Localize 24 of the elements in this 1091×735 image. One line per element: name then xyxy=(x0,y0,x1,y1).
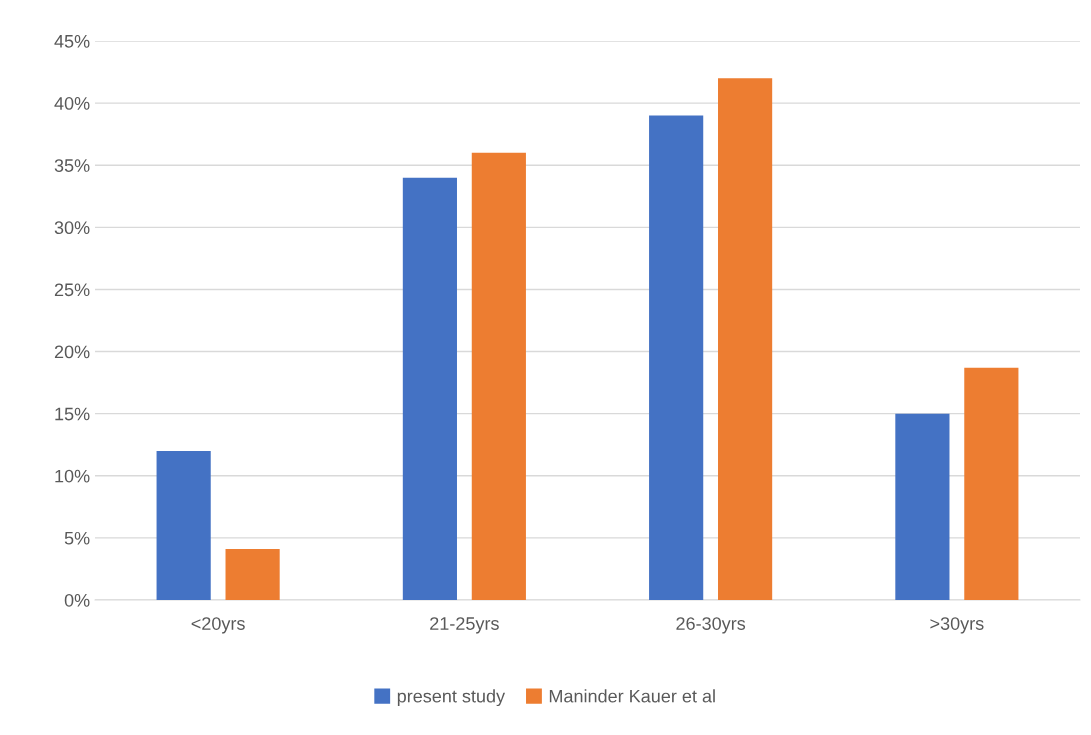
legend-label: Maninder Kauer et al xyxy=(549,689,715,703)
bar xyxy=(718,78,773,600)
x-tick-label: 21-25yrs xyxy=(430,617,499,634)
bar xyxy=(649,115,704,600)
legend-label: present study xyxy=(397,689,506,707)
x-tick-label: >30yrs xyxy=(930,617,984,634)
y-tick-label: 25% xyxy=(54,283,90,297)
bar xyxy=(156,450,211,600)
bar xyxy=(964,367,1019,600)
bar xyxy=(225,549,280,600)
bar xyxy=(471,152,526,600)
y-tick-label: 45% xyxy=(54,35,90,48)
bar xyxy=(402,177,457,600)
y-tick-label: 20% xyxy=(54,345,90,359)
y-tick-label: 5% xyxy=(64,531,90,545)
y-tick-label: 15% xyxy=(55,407,90,421)
y-tick-label: 0% xyxy=(64,593,90,607)
y-tick-label: 30% xyxy=(54,221,90,235)
bar xyxy=(895,413,950,600)
y-tick-label: 10% xyxy=(55,469,90,483)
x-tick-label: 26-30yrs xyxy=(676,617,746,634)
y-tick-label: 35% xyxy=(54,159,90,172)
y-tick-label: 40% xyxy=(54,97,90,110)
x-tick-label: <20yrs xyxy=(191,617,245,634)
